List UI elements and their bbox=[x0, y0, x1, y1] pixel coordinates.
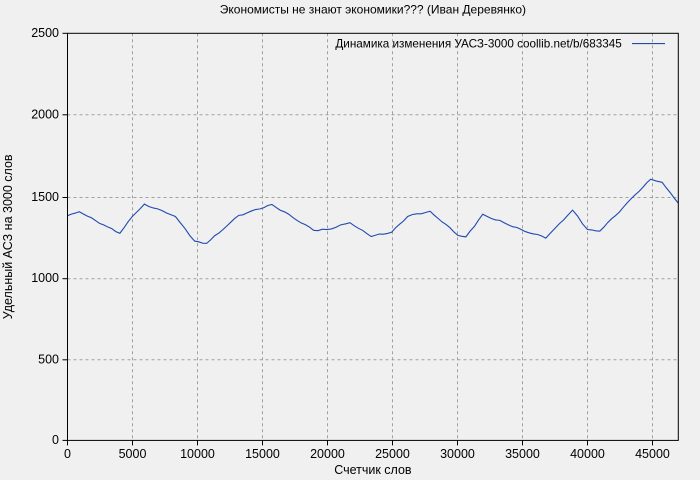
svg-text:Динамика изменения УАСЗ-3000 c: Динамика изменения УАСЗ-3000 coollib.net… bbox=[335, 38, 622, 51]
svg-text:15000: 15000 bbox=[245, 447, 280, 461]
svg-text:35000: 35000 bbox=[505, 447, 540, 461]
svg-text:5000: 5000 bbox=[119, 447, 147, 461]
svg-text:20000: 20000 bbox=[310, 447, 345, 461]
svg-text:1000: 1000 bbox=[31, 271, 59, 285]
svg-text:0: 0 bbox=[64, 447, 71, 461]
svg-text:0: 0 bbox=[52, 433, 59, 447]
svg-text:45000: 45000 bbox=[635, 447, 670, 461]
svg-text:2500: 2500 bbox=[31, 26, 59, 40]
svg-text:Счетчик слов: Счетчик слов bbox=[334, 463, 412, 477]
svg-text:25000: 25000 bbox=[375, 447, 410, 461]
svg-text:500: 500 bbox=[38, 352, 59, 366]
svg-text:Удельный АСЗ на 3000 слов: Удельный АСЗ на 3000 слов bbox=[1, 154, 15, 319]
svg-text:10000: 10000 bbox=[180, 447, 215, 461]
svg-text:30000: 30000 bbox=[440, 447, 475, 461]
svg-text:1500: 1500 bbox=[31, 190, 59, 204]
svg-text:Экономисты не знают экономики?: Экономисты не знают экономики??? (Иван Д… bbox=[220, 3, 526, 17]
svg-text:2000: 2000 bbox=[31, 107, 59, 121]
svg-text:40000: 40000 bbox=[570, 447, 605, 461]
